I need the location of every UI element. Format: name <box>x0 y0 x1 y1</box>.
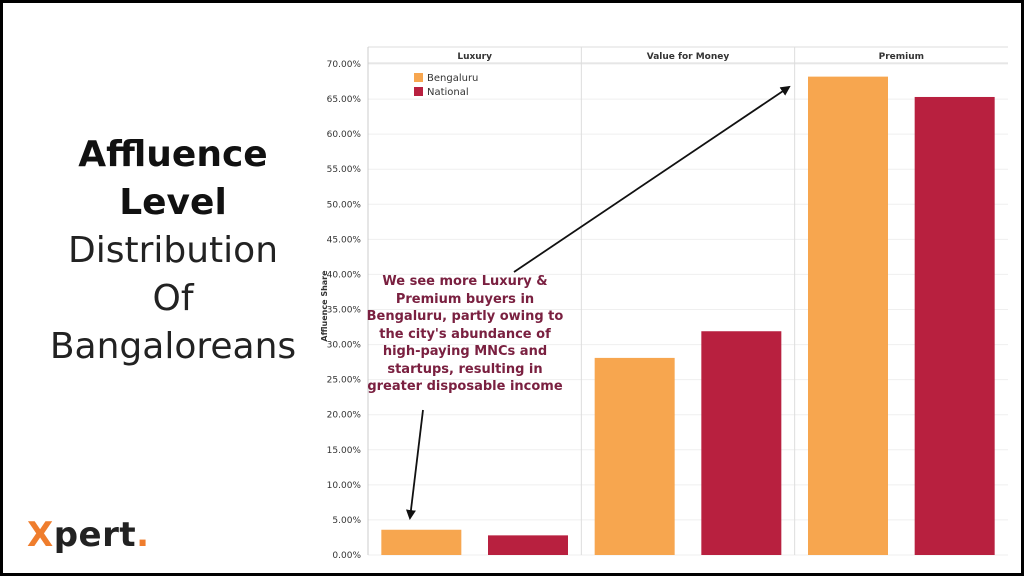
y-tick-label: 15.00% <box>327 446 362 456</box>
y-tick-label: 5.00% <box>332 516 361 526</box>
y-tick-label: 20.00% <box>327 411 362 421</box>
category-header: Value for Money <box>647 52 730 62</box>
title-line-level: Level <box>119 182 227 223</box>
bar-bengaluru-luxury <box>381 529 462 555</box>
category-headers: Luxury Value for Money Premium <box>457 52 924 62</box>
category-header: Luxury <box>457 52 492 62</box>
y-tick-label: 65.00% <box>327 95 362 105</box>
title-line-affluence: Affluence <box>78 134 268 175</box>
annotation-arrow-premium <box>513 85 791 273</box>
y-tick-label: 0.00% <box>332 551 361 561</box>
legend-label-bengaluru: Bengaluru <box>427 73 478 84</box>
title-line-bangaloreans: Bangaloreans <box>49 326 297 367</box>
legend-label-national: National <box>427 87 469 98</box>
y-tick-label: 35.00% <box>327 306 362 316</box>
y-tick-labels: 0.00% 5.00% 10.00% 15.00% 20.00% 25.00% 30.00%… <box>327 60 362 561</box>
bar-bengaluru-value-for-money <box>594 357 675 555</box>
y-tick-label: 50.00% <box>327 200 362 210</box>
bar-national-premium <box>914 96 995 556</box>
legend-swatch-national <box>414 87 423 96</box>
annotation-text: We see more Luxury & Premium buyers in B… <box>366 274 564 394</box>
y-axis-label: Affluence Share <box>320 270 329 342</box>
y-tick-label: 55.00% <box>327 165 362 175</box>
title-line-of: Of <box>152 278 194 319</box>
annotation-arrow-luxury <box>405 409 424 520</box>
legend: Bengaluru National <box>414 73 478 98</box>
legend-swatch-bengaluru <box>414 73 423 82</box>
y-tick-label: 10.00% <box>327 481 362 491</box>
y-tick-label: 25.00% <box>327 376 362 386</box>
y-tick-label: 40.00% <box>327 270 362 280</box>
slide-title: Affluence Level Distribution Of Bangalor… <box>23 131 323 371</box>
xpert-logo: Xpert. <box>27 515 150 555</box>
y-tick-label: 70.00% <box>327 60 362 70</box>
bar-bengaluru-premium <box>808 76 888 555</box>
logo-text: pert <box>53 515 137 555</box>
title-line-distribution: Distribution <box>67 230 279 271</box>
logo-x: X <box>27 515 54 555</box>
logo-dot: . <box>136 515 150 555</box>
bar-national-value-for-money <box>701 331 782 555</box>
y-tick-label: 45.00% <box>327 235 362 245</box>
grid-layer <box>367 46 1008 556</box>
category-header: Premium <box>879 52 924 62</box>
y-tick-label: 30.00% <box>327 341 362 351</box>
bars <box>381 76 995 556</box>
bar-national-luxury <box>488 535 568 555</box>
y-tick-label: 60.00% <box>327 130 362 140</box>
